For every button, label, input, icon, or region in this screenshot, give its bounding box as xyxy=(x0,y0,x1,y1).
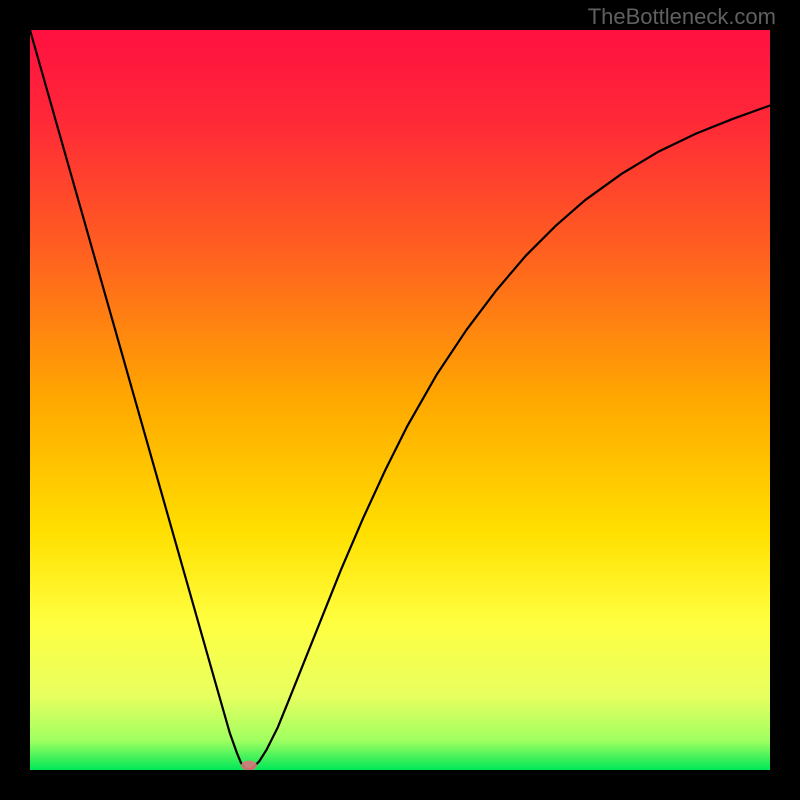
watermark-text: TheBottleneck.com xyxy=(588,4,776,30)
plot-area xyxy=(30,30,770,770)
chart-svg xyxy=(30,30,770,770)
gradient-background xyxy=(30,30,770,770)
